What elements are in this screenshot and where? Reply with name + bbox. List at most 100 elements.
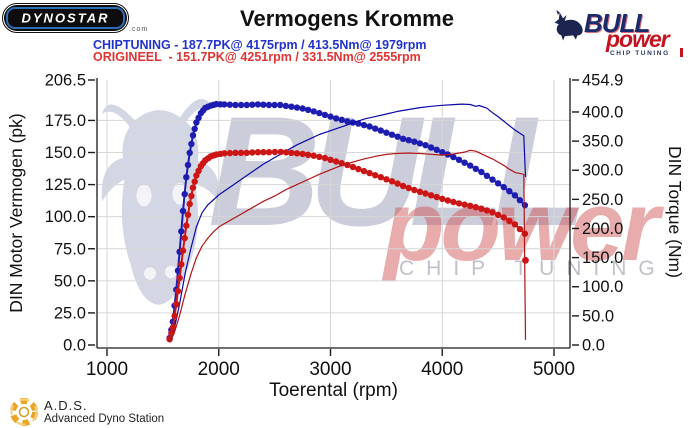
origineel-torque-marker	[188, 192, 195, 200]
right-tick-label: 50.0	[582, 307, 614, 325]
chiptuning-torque-marker	[189, 132, 197, 139]
ads-name: Advanced Dyno Station	[44, 413, 165, 425]
chiptuning-torque-marker	[293, 104, 301, 111]
chiptuning-torque-marker	[265, 101, 273, 109]
chiptuning-torque-marker	[221, 101, 228, 108]
chiptuning-torque-marker	[366, 123, 373, 130]
chiptuning-torque-marker	[455, 156, 463, 163]
chiptuning-torque-marker	[394, 133, 401, 140]
chiptuning-torque-marker	[188, 140, 195, 148]
chiptuning-torque-marker	[249, 101, 256, 108]
ads-abbr: A.D.S.	[44, 398, 88, 413]
origineel-torque-marker	[166, 336, 173, 343]
origineel-torque-marker	[232, 149, 239, 156]
x-tick-label: 3000	[309, 359, 351, 380]
origineel-torque-marker	[299, 150, 306, 158]
origineel-torque-marker	[439, 195, 446, 202]
right-tick-label: 300.0	[582, 162, 623, 180]
origineel-torque-marker	[461, 201, 468, 208]
origineel-torque-marker	[455, 200, 463, 207]
chiptuning-torque-marker	[277, 101, 284, 109]
chiptuning-torque-marker	[304, 106, 312, 114]
right-tick-label: 100.0	[582, 278, 623, 296]
chiptuning-result-line: CHIPTUNING - 187.7PK@ 4175rpm / 413.5Nm@…	[93, 38, 427, 52]
right-tick-label: 250.0	[582, 191, 623, 209]
chiptuning-torque-marker	[327, 113, 334, 120]
dynostar-logo-text: DYNOSTAR	[21, 10, 110, 25]
bullpower-logo: BULL power CHIP TUNING	[548, 2, 692, 60]
chiptuning-torque-marker	[483, 172, 491, 179]
ads-logo-swirl-outer	[10, 398, 38, 426]
origineel-torque-marker	[332, 158, 340, 165]
origineel-power-curve	[169, 149, 527, 343]
origineel-torque-marker	[483, 207, 491, 214]
origineel-torque-marker	[383, 176, 390, 183]
origineel-torque-marker	[444, 197, 451, 204]
chiptuning-torque-marker	[260, 101, 267, 108]
run-end-marker	[522, 256, 529, 264]
origineel-torque-marker	[494, 211, 502, 218]
chiptuning-torque-marker	[388, 131, 396, 138]
chiptuning-torque-marker	[516, 197, 524, 204]
chiptuning-torque-marker	[282, 102, 289, 110]
left-tick-label: 50.0	[54, 272, 86, 290]
chiptuning-torque-marker	[511, 192, 519, 199]
chiptuning-torque-marker	[377, 127, 384, 134]
origineel-torque-marker	[189, 184, 197, 191]
origineel-torque-marker	[237, 149, 245, 156]
origineel-torque-marker	[416, 188, 424, 195]
origineel-torque-marker	[467, 202, 474, 209]
origineel-torque-marker	[176, 274, 183, 282]
chiptuning-torque-marker	[184, 161, 192, 169]
left-tick-label: 75.0	[54, 240, 86, 258]
chiptuning-torque-marker	[186, 149, 193, 156]
chiptuning-torque-marker	[427, 144, 435, 151]
chiptuning-torque-marker	[299, 105, 306, 112]
origineel-torque-marker	[249, 149, 256, 156]
page-title: Vermogens Kromme	[240, 6, 454, 31]
ads-caption: A.D.S. Advanced Dyno Station	[44, 398, 164, 425]
left-tick-label: 100.0	[45, 208, 86, 226]
chiptuning-torque-marker	[183, 174, 190, 181]
origineel-torque-marker	[433, 193, 440, 201]
right-tick-label: 400.0	[582, 103, 623, 121]
chiptuning-torque-marker	[461, 159, 468, 166]
chiptuning-torque-marker	[433, 146, 440, 153]
origineel-torque-marker	[377, 174, 384, 181]
ads-logo-swirl	[10, 398, 38, 426]
origineel-torque-marker	[183, 222, 190, 229]
bull-icon-horn	[556, 9, 560, 15]
origineel-torque-marker	[349, 163, 357, 171]
x-tick-label: 5000	[533, 359, 575, 380]
chiptuning-torque-marker	[439, 149, 446, 156]
origineel-torque-marker	[173, 301, 180, 308]
origineel-torque-marker	[191, 178, 198, 185]
origineel-torque-marker	[186, 200, 193, 208]
right-tick-label: 150.0	[582, 249, 623, 267]
origineel-torque-marker	[179, 247, 187, 254]
origineel-torque-marker	[171, 312, 178, 320]
chiptuning-torque-marker	[288, 103, 295, 110]
dynostar-domain-text: .com	[129, 26, 149, 33]
origineel-torque-marker	[174, 287, 182, 295]
origineel-torque-marker	[243, 149, 250, 156]
left-tick-label: 206.5	[45, 72, 86, 90]
origineel-torque-marker	[516, 225, 524, 233]
chiptuning-torque-marker	[472, 165, 479, 172]
origineel-torque-marker	[355, 165, 362, 173]
x-tick-label: 1000	[86, 359, 128, 380]
origineel-torque-curve	[168, 150, 526, 340]
origineel-torque-marker	[366, 169, 373, 177]
origineel-torque-marker	[260, 149, 267, 156]
chiptuning-torque-marker	[181, 190, 188, 198]
origineel-torque-marker	[450, 198, 457, 206]
chiptuning-torque-marker	[450, 153, 457, 161]
left-axis-title: DIN Motor Vermogen (pk)	[6, 113, 26, 312]
chiptuning-torque-marker	[332, 115, 340, 122]
origineel-torque-marker	[394, 180, 401, 187]
chiptuning-torque-marker	[310, 108, 317, 115]
origineel-torque-marker	[399, 182, 407, 190]
left-tick-label: 150.0	[45, 144, 86, 162]
chiptuning-torque-curve	[168, 103, 526, 339]
